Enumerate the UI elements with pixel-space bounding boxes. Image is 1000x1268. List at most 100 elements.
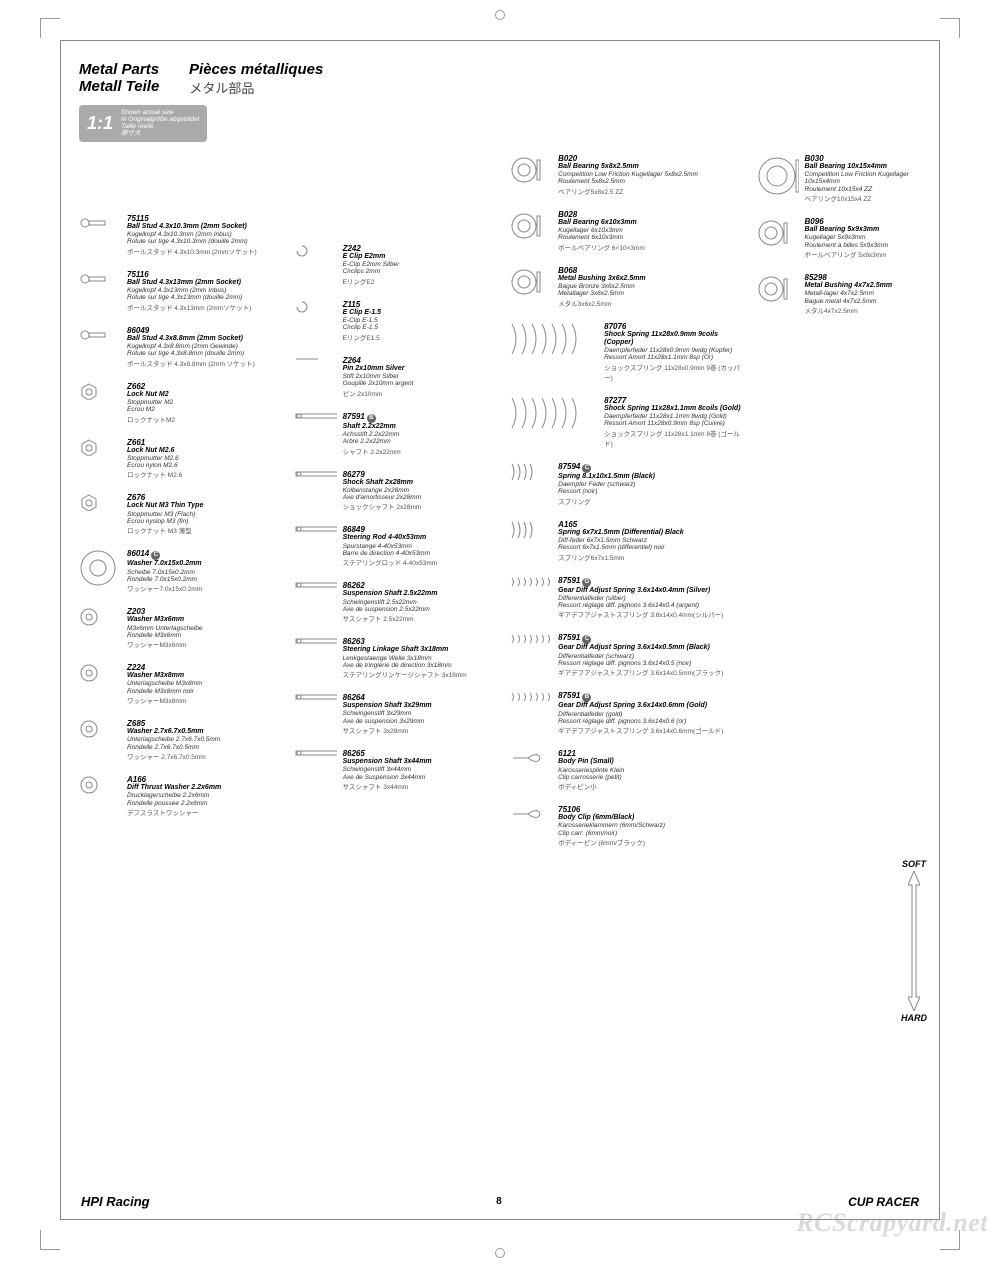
part-icon <box>510 805 552 823</box>
part-entry: Z224Washer M3x8mmUnterlagscheibe M3x8mmR… <box>79 663 285 705</box>
part-icon <box>79 382 121 400</box>
part-entry: 85298Metal Bushing 4x7x2.5mmMetall-lager… <box>757 273 921 315</box>
part-text: 86264Suspension Shaft 3x29mmSchwingensti… <box>343 693 501 735</box>
part-desc-fr: Axe de tringlerie de direction 3x18mm <box>343 662 501 669</box>
part-desc-ja: ボールスタッド 4.3x13mm (2mmソケット) <box>127 302 285 312</box>
center-mark <box>495 10 505 20</box>
part-icon <box>510 210 552 242</box>
footer: HPI Racing 8 CUP RACER <box>61 1194 939 1209</box>
part-desc-en: Steering Linkage Shaft 3x18mm <box>343 646 501 654</box>
part-number: 86263 <box>343 637 501 646</box>
variant-badge: C <box>151 551 160 560</box>
part-desc-ja: ワッシャーM3x8mm <box>127 695 285 705</box>
part-desc-en: Spring 8.1x10x1.5mm (Black) <box>558 473 746 481</box>
part-icon <box>79 719 121 739</box>
part-icon <box>510 266 552 298</box>
part-number: 87591C <box>558 633 746 644</box>
part-desc-fr: Ressort 6x7x1.5mm (differentiel) noir <box>558 544 746 551</box>
part-desc-en: Washer 2.7x6.7x0.5mm <box>127 728 285 736</box>
part-desc-ja: ボールスタッド 4.3x10.3mm (2mmソケット) <box>127 246 285 256</box>
part-number: B030 <box>805 154 921 163</box>
part-icon <box>295 300 337 314</box>
part-desc-ja: スプリング <box>558 496 746 506</box>
part-entry: 75106Body Clip (6mm/Black)Karosserieklam… <box>510 805 746 847</box>
part-desc-fr: Barre de direction 4-40x53mm <box>343 550 501 557</box>
scale-badge: 1:1 Shown actual size In Originalgröße a… <box>79 105 207 142</box>
part-text: Z224Washer M3x8mmUnterlagscheibe M3x8mmR… <box>127 663 285 705</box>
part-entry: 86264Suspension Shaft 3x29mmSchwingensti… <box>295 693 501 735</box>
part-number: Z264 <box>343 356 501 365</box>
part-desc-de: Unterlagscheibe 2.7x6.7x0.5mm <box>127 736 285 743</box>
page-number: 8 <box>496 1196 502 1207</box>
part-text: 87277Shock Spring 11x28x1.1mm 8coils (Go… <box>604 396 746 448</box>
part-desc-ja: サスシャフト 3x29mm <box>343 725 501 735</box>
part-number: Z676 <box>127 493 285 502</box>
part-desc-ja: ボディピン小 <box>558 781 746 791</box>
part-desc-fr: Ressort réglage diff. pignons 3.6x14x0.4… <box>558 602 746 609</box>
part-number: 75115 <box>127 214 285 223</box>
part-desc-fr: Ressort Amort 11x28x0.9mm 8sp (Cuivre) <box>604 420 746 427</box>
part-entry: Z676Lock Nut M3 Thin TypeStoppmutter M3 … <box>79 493 285 535</box>
part-desc-fr: Clip carrosserie (petit) <box>558 774 746 781</box>
part-desc-en: Washer 7.0x15x0.2mm <box>127 560 285 568</box>
part-desc-de: Stoppmutter M2.6 <box>127 455 285 462</box>
part-icon <box>510 462 552 482</box>
part-desc-ja: ボディーピン (6mm/ブラック) <box>558 837 746 847</box>
part-desc-de: Stoppmutter M3 (Flach) <box>127 511 285 518</box>
part-desc-fr: Axe de Suspension 3x44mm <box>343 774 501 781</box>
part-number: Z115 <box>343 300 501 309</box>
part-number: 87591G <box>558 576 746 587</box>
part-desc-de: Kugelkopf 4.3x10.3mm (2mm Inbus) <box>127 231 285 238</box>
title-fr: Pièces métalliques <box>189 61 323 78</box>
part-desc-ja: ギアデフアジャストスプリング 3.6x14x0.5mm(ブラック) <box>558 667 746 677</box>
part-icon <box>510 322 598 356</box>
part-number: Z224 <box>127 663 285 672</box>
part-entry: A166Diff Thrust Washer 2.2x6mmDrucklager… <box>79 775 285 817</box>
part-entry: B020Ball Bearing 5x8x2.5mmCompetition Lo… <box>510 154 746 196</box>
part-desc-en: E Clip E-1.5 <box>343 309 501 317</box>
part-entry: A165Spring 6x7x1.5mm (Differential) Blac… <box>510 520 746 562</box>
part-desc-ja: スプリング6x7x1.5mm <box>558 552 746 562</box>
part-desc-fr: Roulement à billes 5x9x3mm <box>805 242 921 249</box>
part-number: 87277 <box>604 396 746 405</box>
part-icon <box>295 749 337 757</box>
part-number: Z242 <box>343 244 501 253</box>
title-en: Metal Parts <box>79 61 159 78</box>
part-desc-en: Pin 2x10mm Silver <box>343 365 501 373</box>
part-text: 86265Suspension Shaft 3x44mmSchwingensti… <box>343 749 501 791</box>
part-entry: 87591BShaft 2.2x22mmAchsstift 2.2x22mmAr… <box>295 412 501 456</box>
part-text: 75116Ball Stud 4.3x13mm (2mm Socket)Kuge… <box>127 270 285 312</box>
part-entry: 87076Shock Spring 11x28x0.9mm 9coils (Co… <box>510 322 746 382</box>
part-desc-de: Differentialfeder (silber) <box>558 595 746 602</box>
part-desc-fr: Rondelle 2.7x6.7x0.5mm <box>127 744 285 751</box>
part-desc-de: Daempferfeder 11x28x0.9mm 9wdg (Kupfer) <box>604 347 746 354</box>
part-icon <box>510 396 598 430</box>
part-desc-fr: Rondelle M3x6mm <box>127 632 285 639</box>
part-icon <box>79 775 121 795</box>
part-icon <box>757 217 799 249</box>
part-desc-de: Kugelkopf 4.3x13mm (2mm Inbus) <box>127 287 285 294</box>
part-entry: Z203Washer M3x6mmM3x6mm UnterlagscheibeR… <box>79 607 285 649</box>
part-desc-de: Schwingenstift 2.5x22mm <box>343 599 501 606</box>
part-desc-en: Ball Stud 4.3x13mm (2mm Socket) <box>127 279 285 287</box>
part-desc-ja: ショックシャフト 2x28mm <box>343 501 501 511</box>
part-icon <box>79 493 121 511</box>
part-number: B020 <box>558 154 746 163</box>
part-desc-fr: Rotule sur tige 4.3x13mm (douille 2mm) <box>127 294 285 301</box>
part-text: 87591BShaft 2.2x22mmAchsstift 2.2x22mmAr… <box>343 412 501 456</box>
part-desc-de: Kugelkopf 4.3x8.8mm (2mm Gewinde) <box>127 343 285 350</box>
part-text: B096Ball Bearing 5x9x3mmKugellager 5x9x3… <box>805 217 921 259</box>
part-number: 75106 <box>558 805 746 814</box>
part-desc-ja: ギアデフアジャストスプリング 3.6x14x0.4mm(シルバー) <box>558 609 746 619</box>
part-text: 86049Ball Stud 4.3x8.8mm (2mm Socket)Kug… <box>127 326 285 368</box>
part-icon <box>295 356 337 362</box>
part-number: Z662 <box>127 382 285 391</box>
part-desc-de: Kolbenstange 2x28mm <box>343 487 501 494</box>
part-text: 87591GGear Diff Adjust Spring 3.6x14x0.4… <box>558 576 746 620</box>
part-desc-de: E-Clip E2mm Silber <box>343 261 501 268</box>
part-desc-fr: Bague metal 4x7x2.5mm <box>805 298 921 305</box>
part-desc-en: Lock Nut M2.6 <box>127 447 285 455</box>
part-desc-en: Shock Spring 11x28x1.1mm 8coils (Gold) <box>604 405 746 413</box>
part-desc-fr: Ressort (noir) <box>558 488 746 495</box>
part-desc-ja: デフスラストワッシャー <box>127 807 285 817</box>
